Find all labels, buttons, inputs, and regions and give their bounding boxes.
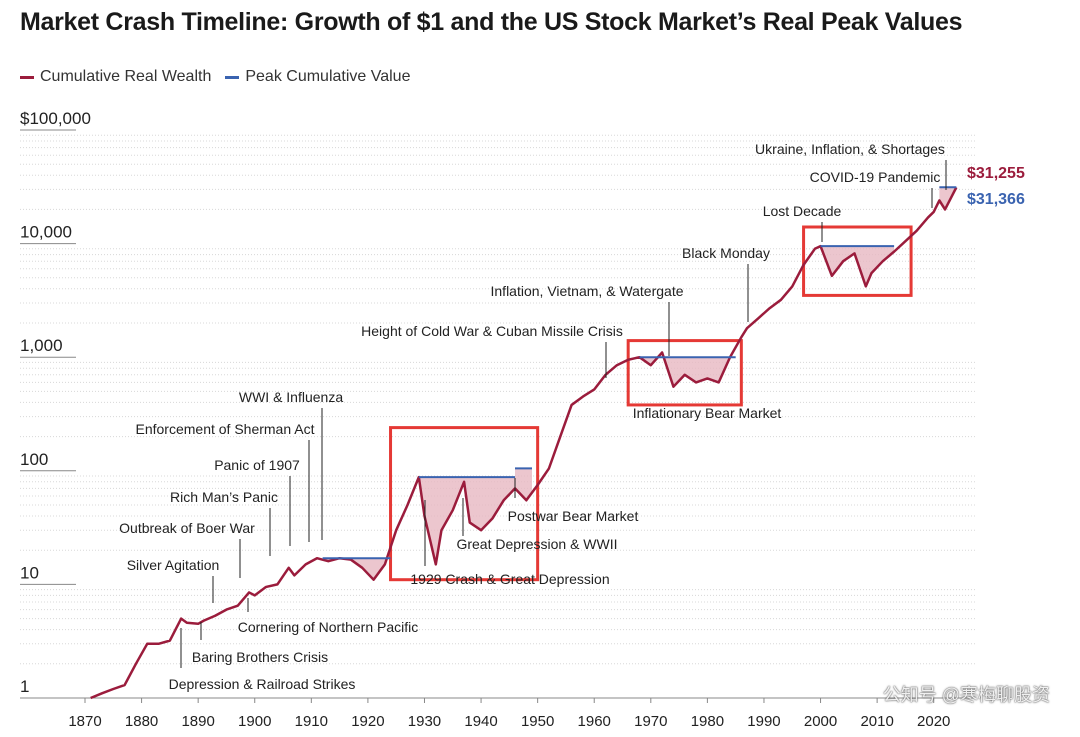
legend-label-wealth: Cumulative Real Wealth: [40, 68, 212, 85]
end-label-peak: $31,366: [967, 191, 1025, 208]
wealth-line: [90, 186, 958, 700]
annotation-label: Enforcement of Sherman Act: [136, 421, 315, 437]
annotation-label: Panic of 1907: [214, 457, 300, 473]
x-tick-label: 1900: [238, 713, 271, 730]
annotation-label: COVID-19 Pandemic: [810, 169, 941, 185]
annotation-label: 1929 Crash & Great Depression: [410, 571, 609, 587]
legend-swatch-wealth: [20, 75, 34, 79]
legend-item-peak: Peak Cumulative Value: [225, 68, 410, 86]
x-tick-label: 1970: [634, 713, 667, 730]
x-tick-label: 1960: [578, 713, 611, 730]
legend: Cumulative Real Wealth Peak Cumulative V…: [20, 68, 410, 86]
drawdown-area: [939, 187, 957, 210]
highlight-box: [389, 426, 540, 582]
x-tick-label: 1910: [295, 713, 328, 730]
annotation-label: Inflationary Bear Market: [633, 405, 782, 421]
x-tick-label: 1990: [747, 713, 780, 730]
annotation-label: Ukraine, Inflation, & Shortages: [755, 141, 945, 157]
x-tick-label: 1930: [408, 713, 441, 730]
annotation-label: Great Depression & WWII: [456, 536, 617, 552]
x-tick-label: 1980: [691, 713, 724, 730]
annotation-label: Baring Brothers Crisis: [192, 649, 328, 665]
y-tick-label: 10: [20, 563, 39, 582]
x-tick-label: 2020: [917, 713, 950, 730]
annotation-label: Postwar Bear Market: [508, 508, 639, 524]
annotation-label: Inflation, Vietnam, & Watergate: [491, 283, 684, 299]
y-tick-label: 1: [20, 677, 29, 696]
drawdown-area: [322, 558, 391, 580]
annotation-label: Outbreak of Boer War: [119, 520, 255, 536]
annotation-label: WWI & Influenza: [239, 389, 343, 405]
chart-title: Market Crash Timeline: Growth of $1 and …: [20, 8, 963, 36]
annotation-label: Rich Man’s Panic: [170, 489, 278, 505]
y-tick-label: 1,000: [20, 336, 63, 355]
y-tick-label: $100,000: [20, 109, 91, 128]
end-label-wealth: $31,255: [967, 165, 1025, 182]
y-tick-label: 100: [20, 450, 48, 469]
watermark: 公知号 @寒梅聊股资: [882, 685, 1050, 705]
legend-swatch-peak: [225, 75, 240, 79]
annotation-label: Silver Agitation: [127, 557, 220, 573]
annotation-label: Height of Cold War & Cuban Missile Crisi…: [361, 323, 623, 339]
y-tick-label: 10,000: [20, 223, 72, 242]
x-tick-label: 2000: [804, 713, 837, 730]
legend-label-peak: Peak Cumulative Value: [245, 68, 411, 85]
highlight-box: [626, 339, 743, 407]
annotation-label: Black Monday: [682, 245, 770, 261]
x-tick-label: 1880: [125, 713, 158, 730]
annotation-label: Depression & Railroad Strikes: [169, 676, 356, 692]
x-tick-label: 1920: [351, 713, 384, 730]
x-tick-label: 1940: [464, 713, 497, 730]
annotation-label: Cornering of Northern Pacific: [238, 619, 419, 635]
legend-item-wealth: Cumulative Real Wealth: [20, 68, 211, 86]
highlight-box: [802, 225, 913, 297]
drawdown-area: [418, 477, 516, 565]
drawdown-area: [820, 246, 895, 287]
x-tick-label: 1870: [68, 713, 101, 730]
x-tick-label: 1950: [521, 713, 554, 730]
x-tick-label: 1890: [181, 713, 214, 730]
x-tick-label: 2010: [860, 713, 893, 730]
annotation-label: Lost Decade: [763, 203, 842, 219]
